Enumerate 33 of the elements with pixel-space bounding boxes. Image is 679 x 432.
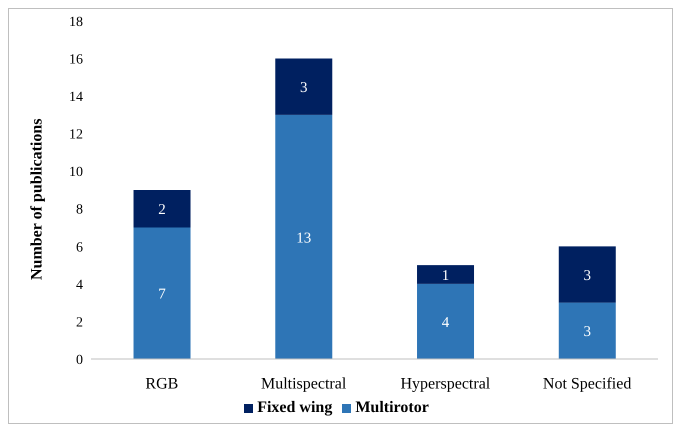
y-tick-label: 18 (69, 14, 83, 30)
y-tick-label: 4 (76, 278, 83, 293)
bar (558, 246, 616, 303)
legend-label: Multirotor (355, 399, 429, 416)
legend-label: Fixed wing (257, 399, 332, 416)
data-label: 3 (584, 268, 592, 284)
y-tick-label: 2 (76, 315, 83, 330)
y-tick-label: 14 (69, 90, 83, 106)
bar (134, 228, 191, 359)
y-tick-label: 12 (69, 128, 83, 143)
y-tick-label: 16 (69, 52, 83, 68)
data-label: 4 (442, 314, 450, 331)
data-label: 2 (158, 202, 166, 218)
data-label: 3 (584, 324, 592, 340)
y-tick-label: 10 (69, 165, 83, 180)
bar (275, 114, 332, 359)
bar (275, 58, 332, 115)
y-tick-label: 6 (76, 240, 83, 256)
data-label: 1 (442, 268, 450, 284)
x-tick-label: Not Specified (542, 375, 632, 392)
x-tick-label: RGB (145, 375, 178, 392)
data-label: 3 (300, 80, 308, 96)
x-tick-label: Multispectral (260, 375, 347, 392)
bar (417, 284, 474, 359)
y-tick-label: 0 (76, 352, 83, 368)
data-label: 7 (158, 286, 166, 303)
data-label: 13 (296, 230, 312, 246)
bar (558, 302, 616, 359)
bar (417, 265, 474, 284)
x-tick-label: Hyperspectral (400, 375, 491, 392)
y-tick-label: 8 (76, 202, 83, 218)
bar (134, 190, 191, 228)
y-axis-title: Number of publications (28, 118, 46, 280)
